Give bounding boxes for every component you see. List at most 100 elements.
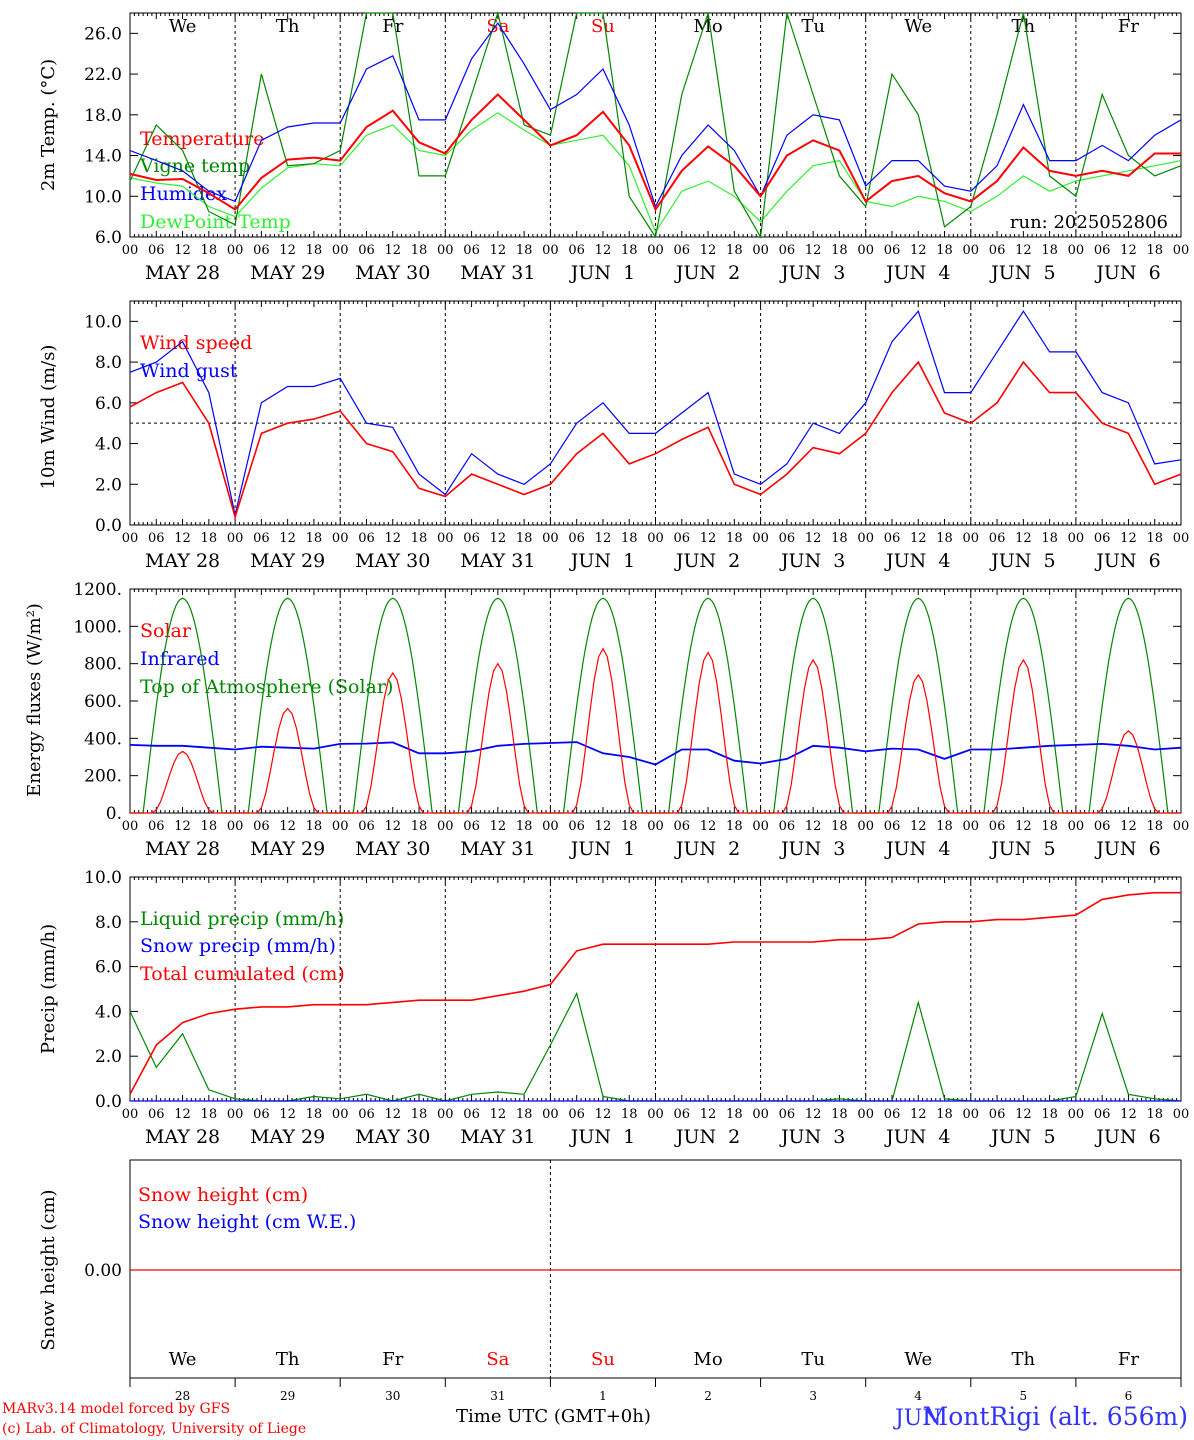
hour-tick-label: 00 (332, 1107, 349, 1122)
hour-tick-label: 18 (411, 531, 428, 546)
date-label: MAY 30 (355, 262, 430, 284)
hour-tick-label: 00 (963, 819, 980, 834)
hour-tick-label: 18 (1041, 531, 1058, 546)
day-number-label: 29 (280, 1389, 295, 1403)
hour-tick-label: 18 (936, 243, 953, 258)
date-label: JUN 1 (569, 550, 635, 572)
hour-tick-label: 12 (910, 243, 927, 258)
hour-tick-label: 00 (857, 243, 874, 258)
y-tick-label: 1000. (73, 617, 122, 637)
y-tick-label: 6.0 (95, 394, 122, 414)
hour-tick-label: 06 (463, 819, 480, 834)
hour-tick-label: 06 (148, 1107, 165, 1122)
hour-tick-label: 06 (1094, 531, 1111, 546)
hour-tick-label: 18 (201, 1107, 218, 1122)
hour-tick-label: 12 (384, 243, 401, 258)
hour-tick-label: 00 (647, 1107, 664, 1122)
y-tick-label: 0.0 (95, 1092, 122, 1112)
hour-tick-label: 06 (674, 819, 691, 834)
hour-tick-label: 06 (568, 819, 585, 834)
hour-tick-label: 06 (253, 243, 270, 258)
panel-frame-0: 00 06 12 18 MAY 28 00 06 12 18 MAY 29 00 06 12 18 MAY … (122, 12, 1190, 284)
y-tick-label: 4.0 (95, 435, 122, 455)
hour-tick-label: 18 (516, 819, 533, 834)
hour-tick-label: 06 (463, 531, 480, 546)
hour-tick-label: 18 (516, 243, 533, 258)
y-tick-label: 14.0 (84, 147, 122, 167)
hour-tick-label: 00 (1173, 531, 1190, 546)
hour-tick-label: 06 (253, 1107, 270, 1122)
hour-tick-label: 18 (411, 243, 428, 258)
hour-tick-label: 00 (122, 243, 139, 258)
hour-tick-label: 06 (463, 243, 480, 258)
y-axis-0: 6.0 10.0 14.0 18.0 22.0 26.0 (84, 24, 1181, 248)
hour-tick-label: 18 (726, 1107, 743, 1122)
vigne-temp-line (129, 10, 1182, 239)
date-label: JUN 2 (674, 838, 740, 860)
hour-tick-label: 00 (1173, 243, 1190, 258)
panel-frame-3: 00 06 12 18 MAY 28 00 06 12 18 MAY 29 00 06 12 18 MAY … (122, 876, 1190, 1148)
date-label: JUN 3 (779, 838, 845, 860)
hour-tick-label: 06 (779, 819, 796, 834)
weekday-label: Mo (693, 1349, 722, 1370)
hour-tick-label: 06 (989, 243, 1006, 258)
hour-tick-label: 12 (279, 819, 296, 834)
date-label: MAY 30 (355, 838, 430, 860)
hour-tick-label: 00 (332, 819, 349, 834)
precip-panel: Precip (mm/h) Liquid precip (mm/h) Snow … (38, 908, 345, 1054)
weekday-label: Th (1012, 1349, 1036, 1370)
hour-tick-label: 12 (805, 531, 822, 546)
hour-tick-label: 06 (568, 243, 585, 258)
hour-tick-label: 06 (1094, 1107, 1111, 1122)
hour-tick-label: 12 (595, 1107, 612, 1122)
hour-tick-label: 18 (1041, 819, 1058, 834)
hour-tick-label: 12 (910, 531, 927, 546)
hour-tick-label: 00 (542, 1107, 559, 1122)
hour-tick-label: 12 (279, 531, 296, 546)
weekday-label: We (904, 16, 932, 37)
panel-frame-2: 00 06 12 18 MAY 28 00 06 12 18 MAY 29 00 06 12 18 MAY … (122, 588, 1189, 860)
hour-tick-label: 12 (595, 531, 612, 546)
hour-tick-label: 00 (1068, 531, 1085, 546)
date-label: MAY 31 (460, 1126, 535, 1148)
weekday-label: Fr (1118, 16, 1139, 37)
hour-tick-label: 00 (1068, 819, 1085, 834)
weekday-label: Fr (1118, 1349, 1139, 1370)
weekday-label: Tu (801, 1349, 825, 1370)
hour-tick-label: 06 (674, 243, 691, 258)
hour-tick-label: 00 (437, 819, 454, 834)
hour-tick-label: 18 (411, 1107, 428, 1122)
hour-tick-label: 00 (227, 819, 244, 834)
hour-tick-label: 12 (805, 819, 822, 834)
hour-tick-label: 00 (1173, 1107, 1190, 1122)
hour-tick-label: 06 (779, 531, 796, 546)
day-number-label: 31 (490, 1389, 505, 1403)
hour-tick-label: 00 (1068, 1107, 1085, 1122)
hour-tick-label: 18 (1146, 1107, 1163, 1122)
plot-frame (129, 588, 1182, 814)
solar-line (130, 647, 1181, 814)
weekday-label: Fr (382, 16, 403, 37)
humidex-line (129, 22, 1182, 209)
hour-tick-label: 18 (1041, 1107, 1058, 1122)
plot-frame (129, 12, 1182, 238)
date-label: JUN 3 (779, 1126, 845, 1148)
hour-tick-label: 18 (621, 531, 638, 546)
panel-frame-1: 00 06 12 18 MAY 28 00 06 12 18 MAY 29 00 06 12 18 MAY … (122, 300, 1190, 572)
hour-tick-label: 12 (1015, 243, 1032, 258)
date-label: JUN 1 (569, 838, 635, 860)
weekday-label: Th (276, 16, 300, 37)
date-label: MAY 31 (460, 262, 535, 284)
legend-total-cumulated: Total cumulated (cm) (140, 963, 345, 985)
hour-tick-label: 06 (884, 819, 901, 834)
date-label: JUN 4 (884, 550, 950, 572)
credit-block: MARv3.14 model forced by GFS (c) Lab. of… (2, 1399, 306, 1439)
wind-gust-line (129, 309, 1182, 515)
date-label: JUN 4 (884, 262, 950, 284)
hour-tick-label: 06 (989, 819, 1006, 834)
y-tick-label: 26.0 (84, 24, 122, 44)
date-label: JUN 5 (989, 550, 1055, 572)
hour-tick-label: 06 (463, 1107, 480, 1122)
hour-tick-label: 00 (542, 531, 559, 546)
